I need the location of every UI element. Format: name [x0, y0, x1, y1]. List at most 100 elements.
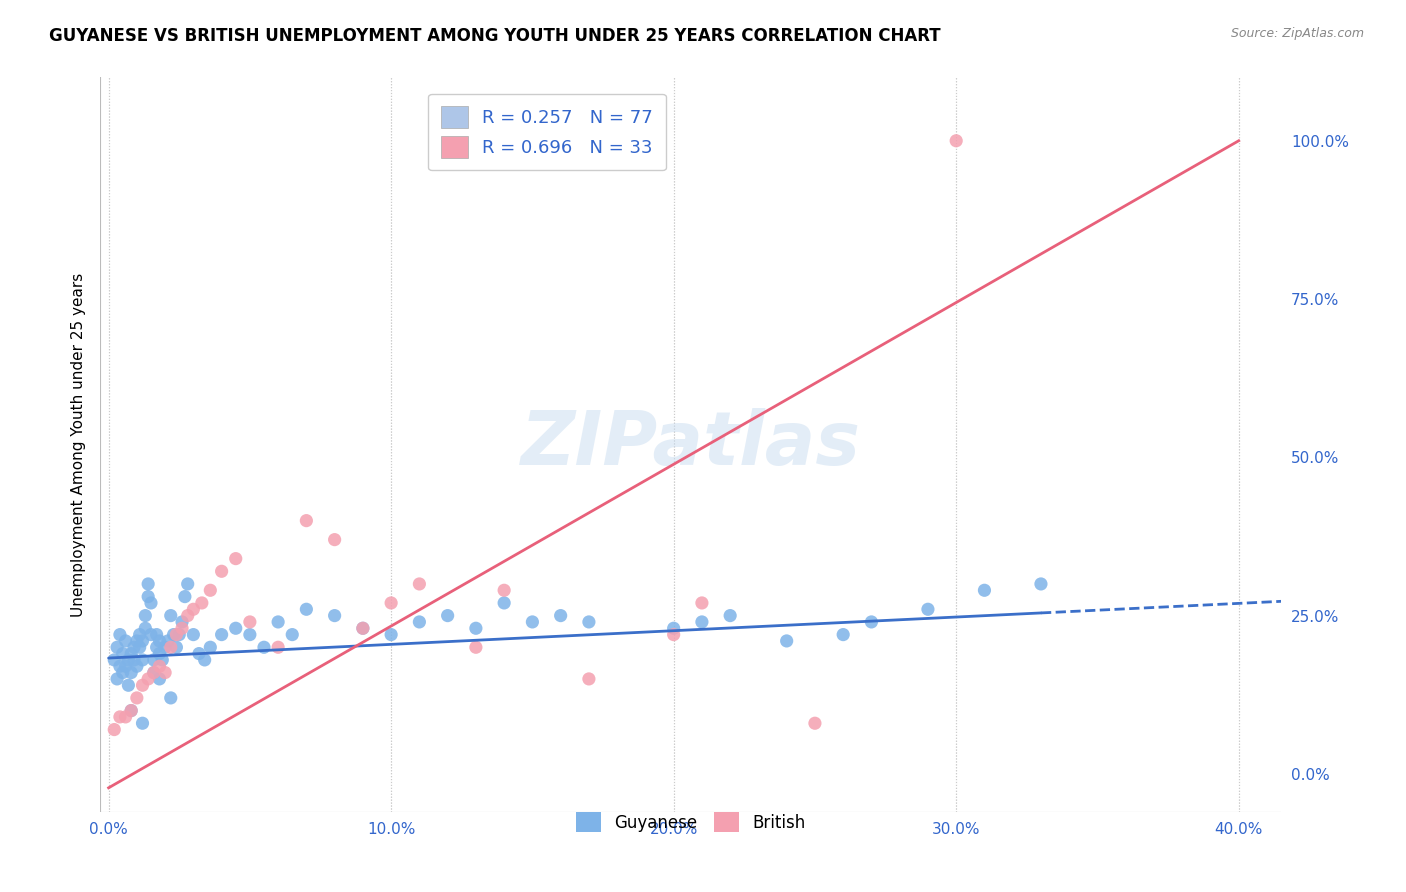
Point — [436, 608, 458, 623]
Point — [239, 627, 262, 641]
Point — [153, 640, 176, 655]
Point — [125, 690, 148, 705]
Point — [131, 634, 153, 648]
Point — [380, 627, 402, 641]
Point — [165, 627, 187, 641]
Point — [211, 627, 233, 641]
Point — [177, 608, 200, 623]
Point — [225, 551, 247, 566]
Point — [183, 627, 205, 641]
Point — [662, 621, 685, 635]
Y-axis label: Unemployment Among Youth under 25 years: Unemployment Among Youth under 25 years — [72, 273, 86, 616]
Point — [139, 627, 162, 641]
Point — [131, 716, 153, 731]
Point — [131, 678, 153, 692]
Point — [804, 716, 827, 731]
Text: ZIPatlas: ZIPatlas — [520, 409, 860, 481]
Point — [860, 615, 883, 629]
Point — [134, 621, 156, 635]
Point — [464, 640, 486, 655]
Point — [973, 583, 995, 598]
Point — [225, 621, 247, 635]
Point — [122, 653, 145, 667]
Point — [165, 640, 187, 655]
Point — [122, 640, 145, 655]
Point — [114, 659, 136, 673]
Point — [142, 665, 165, 680]
Point — [120, 665, 142, 680]
Point — [111, 647, 134, 661]
Point — [776, 634, 799, 648]
Point — [200, 583, 222, 598]
Point — [142, 653, 165, 667]
Point — [1029, 577, 1052, 591]
Point — [494, 596, 516, 610]
Text: Source: ZipAtlas.com: Source: ZipAtlas.com — [1230, 27, 1364, 40]
Point — [323, 608, 346, 623]
Point — [239, 615, 262, 629]
Point — [408, 615, 430, 629]
Point — [117, 653, 139, 667]
Point — [267, 640, 290, 655]
Point — [295, 602, 318, 616]
Point — [718, 608, 741, 623]
Point — [150, 653, 173, 667]
Point — [136, 577, 159, 591]
Point — [690, 615, 713, 629]
Point — [117, 678, 139, 692]
Point — [148, 634, 170, 648]
Point — [945, 134, 967, 148]
Point — [153, 665, 176, 680]
Point — [494, 583, 516, 598]
Point — [105, 640, 128, 655]
Point — [194, 653, 217, 667]
Point — [295, 514, 318, 528]
Point — [159, 608, 181, 623]
Point — [690, 596, 713, 610]
Point — [200, 640, 222, 655]
Point — [211, 564, 233, 578]
Point — [125, 634, 148, 648]
Point — [156, 634, 179, 648]
Point — [917, 602, 939, 616]
Point — [103, 723, 125, 737]
Point — [103, 653, 125, 667]
Point — [159, 690, 181, 705]
Point — [352, 621, 374, 635]
Point — [125, 659, 148, 673]
Point — [352, 621, 374, 635]
Point — [191, 596, 214, 610]
Point — [173, 590, 195, 604]
Point — [105, 672, 128, 686]
Point — [281, 627, 304, 641]
Point — [159, 640, 181, 655]
Point — [136, 672, 159, 686]
Point — [253, 640, 276, 655]
Point — [662, 627, 685, 641]
Point — [114, 710, 136, 724]
Point — [578, 672, 600, 686]
Point — [162, 627, 184, 641]
Point — [177, 577, 200, 591]
Point — [128, 627, 150, 641]
Point — [148, 647, 170, 661]
Point — [522, 615, 544, 629]
Point — [136, 590, 159, 604]
Point — [408, 577, 430, 591]
Point — [108, 710, 131, 724]
Point — [148, 659, 170, 673]
Point — [832, 627, 855, 641]
Point — [131, 653, 153, 667]
Point — [578, 615, 600, 629]
Point — [139, 596, 162, 610]
Point — [148, 672, 170, 686]
Point — [145, 640, 167, 655]
Point — [120, 704, 142, 718]
Point — [380, 596, 402, 610]
Point — [114, 634, 136, 648]
Point — [323, 533, 346, 547]
Point — [550, 608, 572, 623]
Point — [183, 602, 205, 616]
Point — [188, 647, 211, 661]
Point — [170, 621, 193, 635]
